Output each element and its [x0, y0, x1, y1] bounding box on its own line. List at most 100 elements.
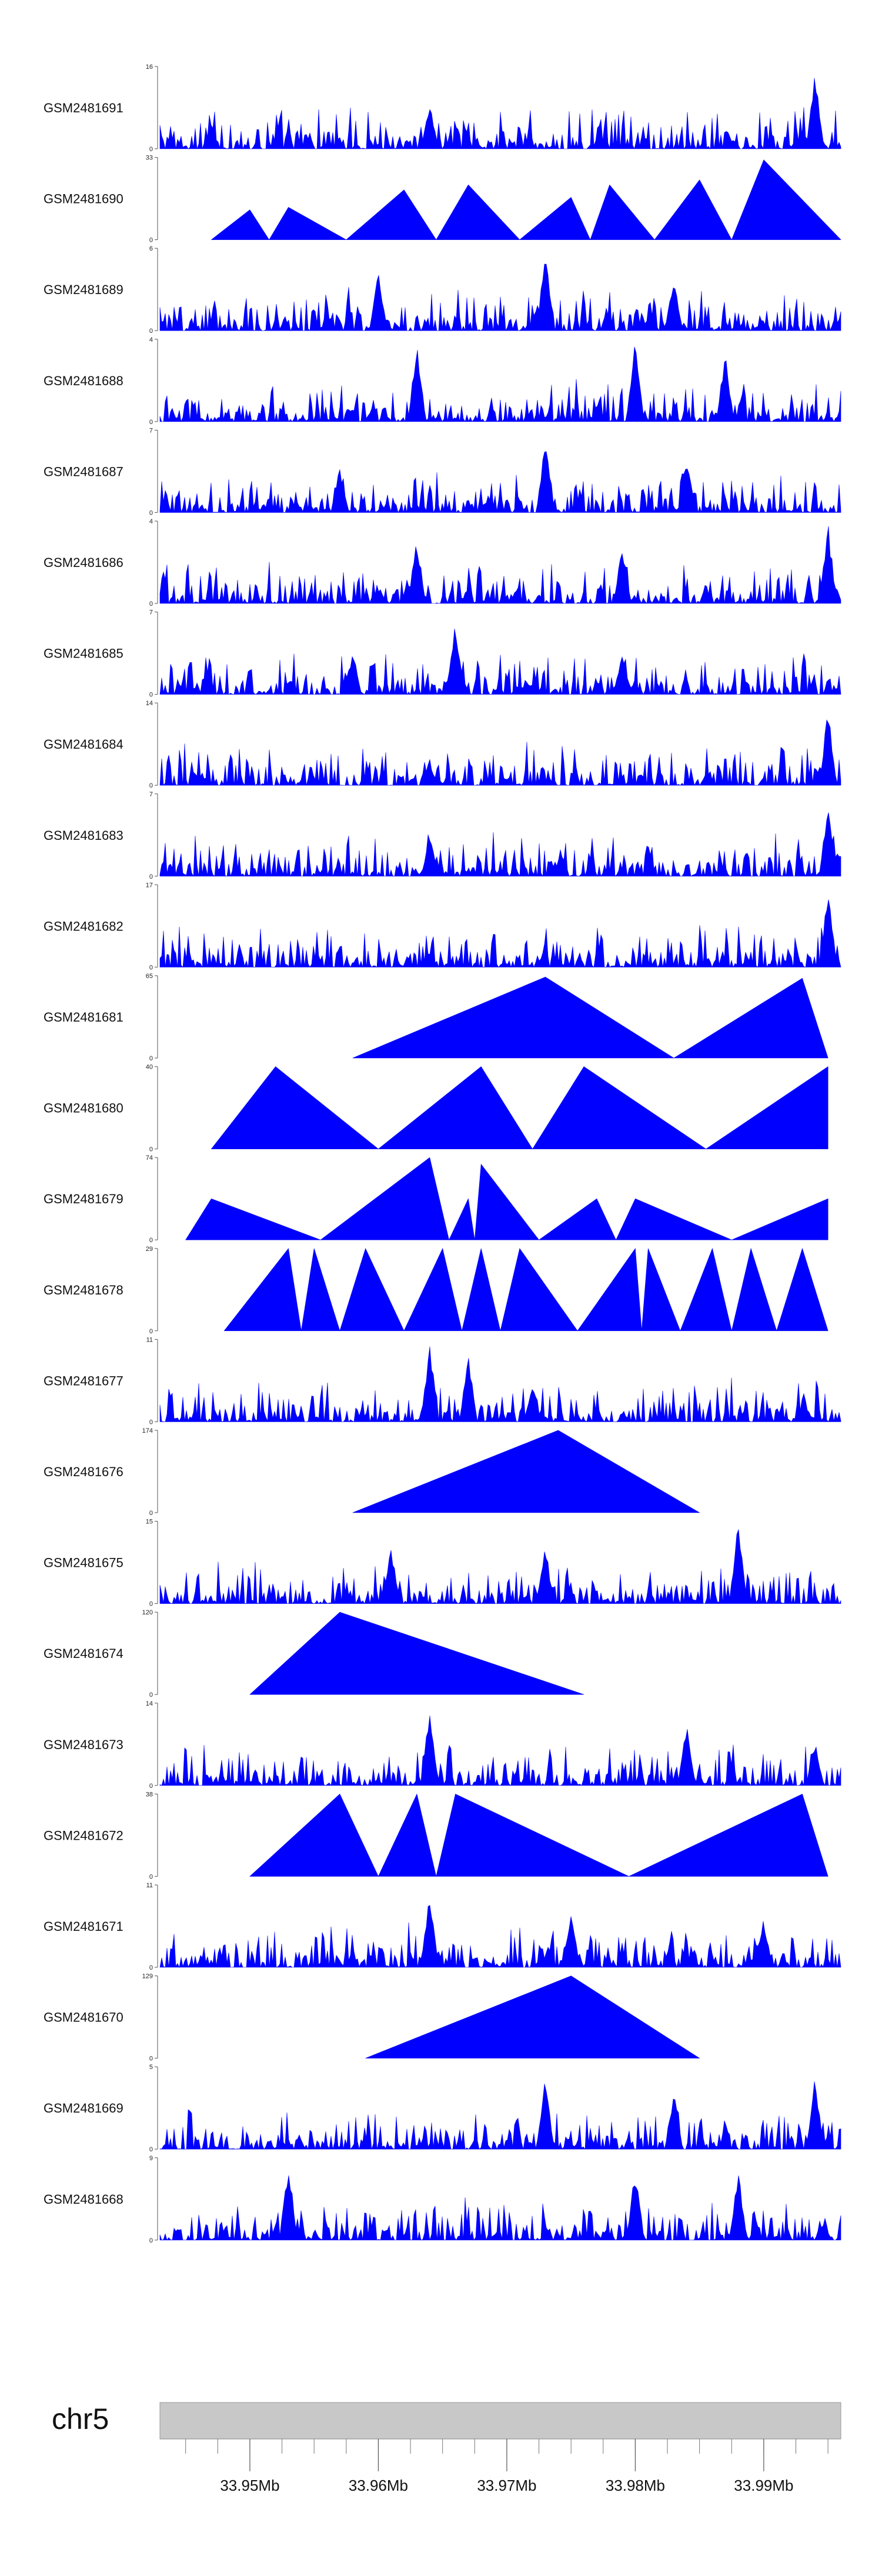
- y-max-label: 4: [149, 518, 153, 525]
- coverage-area: [159, 263, 841, 332]
- y-min-label: 0: [149, 782, 153, 789]
- coverage-area: [159, 451, 841, 513]
- track-gsm2481678: GSM2481678 29 0: [44, 1246, 828, 1335]
- track-label: GSM2481676: [44, 1464, 123, 1479]
- coverage-area: [159, 1716, 841, 1786]
- track-label: GSM2481678: [44, 1283, 123, 1297]
- y-max-label: 4: [149, 336, 153, 343]
- coverage-area: [159, 812, 841, 877]
- track-gsm2481684: GSM2481684 14 0: [44, 700, 841, 789]
- track-gsm2481676: GSM2481676 174 0: [44, 1427, 700, 1517]
- y-max-label: 33: [146, 155, 153, 162]
- track-label: GSM2481682: [44, 919, 123, 933]
- coverage-tracks: GSM2481691160GSM2481690330GSM248168960GS…: [44, 64, 841, 2244]
- y-min-label: 0: [149, 873, 153, 880]
- coverage-area: [159, 1346, 841, 1423]
- y-max-label: 120: [142, 1609, 153, 1616]
- track-label: GSM2481669: [44, 2101, 123, 2115]
- coverage-area: [185, 1157, 828, 1241]
- track-gsm2481671: GSM2481671 11 0: [44, 1882, 841, 1971]
- y-min-label: 0: [149, 1237, 153, 1244]
- track-label: GSM2481685: [44, 646, 123, 661]
- track-gsm2481687: GSM2481687 7 0: [44, 427, 841, 516]
- track-gsm2481673: GSM2481673 14 0: [44, 1700, 841, 1790]
- track-label: GSM2481683: [44, 828, 123, 843]
- coverage-area: [159, 2081, 841, 2150]
- axis-tick-label: 33.95Mb: [220, 2477, 279, 2494]
- track-gsm2481681: GSM2481681 65 0: [44, 973, 828, 1062]
- y-max-label: 14: [146, 700, 153, 707]
- coverage-area: [159, 2175, 841, 2241]
- track-gsm2481677: GSM2481677 11 0: [44, 1336, 841, 1426]
- track-label: GSM2481674: [44, 1646, 123, 1661]
- track-label: GSM2481681: [44, 1010, 123, 1025]
- y-max-label: 38: [146, 1791, 153, 1798]
- y-min-label: 0: [149, 1146, 153, 1153]
- track-label: GSM2481671: [44, 1919, 123, 1934]
- coverage-area: [159, 1905, 841, 1968]
- coverage-area: [159, 1529, 841, 1604]
- y-max-label: 6: [149, 245, 153, 252]
- chromosome-label: chr5: [52, 2403, 109, 2435]
- track-label: GSM2481668: [44, 2192, 123, 2207]
- coverage-area: [159, 629, 841, 695]
- axis-tick-label: 33.97Mb: [477, 2477, 536, 2494]
- y-max-label: 174: [142, 1427, 153, 1434]
- y-max-label: 16: [146, 64, 153, 71]
- y-min-label: 0: [149, 328, 153, 335]
- y-min-label: 0: [149, 509, 153, 516]
- y-min-label: 0: [149, 1055, 153, 1062]
- y-max-label: 7: [149, 791, 153, 798]
- track-label: GSM2481673: [44, 1737, 123, 1752]
- y-min-label: 0: [149, 2237, 153, 2244]
- y-min-label: 0: [149, 2056, 153, 2063]
- track-label: GSM2481686: [44, 555, 123, 570]
- track-gsm2481680: GSM2481680 40 0: [44, 1064, 828, 1153]
- y-max-label: 129: [142, 1973, 153, 1980]
- track-gsm2481686: GSM2481686 4 0: [44, 518, 841, 608]
- y-min-label: 0: [149, 1510, 153, 1517]
- y-max-label: 40: [146, 1064, 153, 1071]
- y-min-label: 0: [149, 146, 153, 153]
- y-max-label: 17: [146, 882, 153, 889]
- chromosome-ideogram: [159, 2402, 841, 2440]
- track-label: GSM2481687: [44, 464, 123, 479]
- coverage-area: [159, 526, 841, 605]
- track-gsm2481688: GSM2481688 4 0: [44, 336, 841, 426]
- y-min-label: 0: [149, 1783, 153, 1790]
- axis-tick-label: 33.96Mb: [349, 2477, 408, 2494]
- coverage-area: [159, 899, 841, 968]
- coverage-area: [211, 1066, 828, 1150]
- y-max-label: 29: [146, 1246, 153, 1253]
- y-min-label: 0: [149, 237, 153, 244]
- axis-tick-label: 33.98Mb: [606, 2477, 665, 2494]
- y-max-label: 14: [146, 1700, 153, 1707]
- track-label: GSM2481670: [44, 2010, 123, 2025]
- track-label: GSM2481684: [44, 737, 123, 752]
- y-min-label: 0: [149, 964, 153, 971]
- track-gsm2481690: GSM2481690 33 0: [44, 155, 841, 244]
- coverage-area: [352, 976, 828, 1059]
- y-min-label: 0: [149, 1601, 153, 1608]
- coverage-area: [159, 719, 841, 786]
- track-label: GSM2481677: [44, 1373, 123, 1388]
- y-max-label: 74: [146, 1154, 153, 1162]
- axis-tick-label: 33.99Mb: [734, 2477, 793, 2494]
- y-min-label: 0: [149, 1964, 153, 1971]
- axis-ticks: 33.95Mb 33.96Mb 33.97Mb 33.98Mb 33.99Mb: [160, 2438, 841, 2494]
- track-gsm2481683: GSM2481683 7 0: [44, 791, 841, 880]
- y-max-label: 11: [146, 1336, 153, 1343]
- track-gsm2481691: GSM2481691 16 0: [44, 64, 841, 153]
- track-gsm2481679: GSM2481679 74 0: [44, 1154, 828, 1244]
- y-max-label: 11: [146, 1882, 153, 1889]
- y-max-label: 15: [146, 1519, 153, 1526]
- y-max-label: 9: [149, 2155, 153, 2162]
- track-label: GSM2481689: [44, 282, 123, 297]
- coverage-area: [223, 1247, 828, 1332]
- y-min-label: 0: [149, 1328, 153, 1335]
- y-max-label: 65: [146, 973, 153, 980]
- y-min-label: 0: [149, 2146, 153, 2153]
- y-max-label: 5: [149, 2064, 153, 2071]
- track-label: GSM2481680: [44, 1101, 123, 1116]
